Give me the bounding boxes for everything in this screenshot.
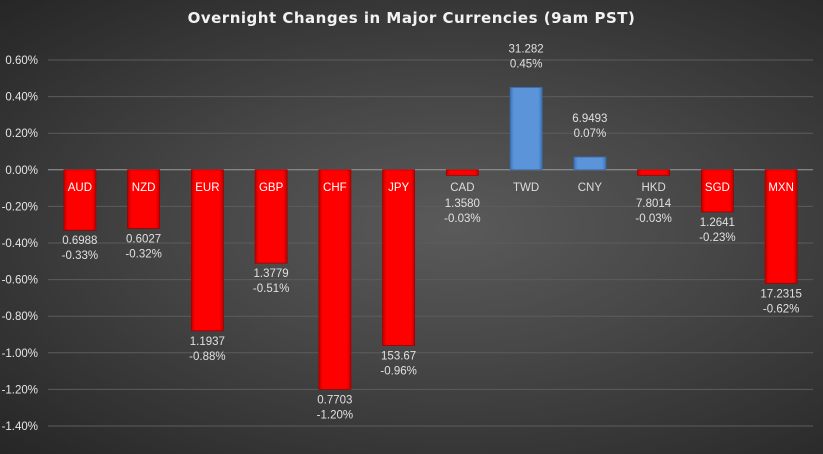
- value-label: 0.45%: [510, 58, 543, 70]
- category-label: CNY: [578, 182, 603, 194]
- category-label: EUR: [195, 182, 219, 194]
- category-label: CAD: [450, 182, 474, 194]
- chart-title: Overnight Changes in Major Currencies (9…: [187, 9, 636, 27]
- rate-label: 1.1937: [190, 336, 225, 348]
- bar-hkd: [637, 169, 671, 176]
- rate-label: 1.3580: [445, 198, 480, 210]
- bar-cny: [573, 156, 607, 171]
- category-label: SGD: [705, 182, 730, 194]
- rate-label: 17.2315: [760, 288, 802, 300]
- value-label: -0.62%: [763, 303, 799, 315]
- y-tick-label: 0.60%: [5, 55, 38, 67]
- bar-jpy: [382, 169, 416, 346]
- y-tick-label: -0.40%: [2, 238, 38, 250]
- category-label: AUD: [68, 182, 92, 194]
- bar-gbp: [254, 169, 288, 264]
- category-label: GBP: [259, 182, 284, 194]
- value-label: -0.88%: [189, 351, 225, 363]
- rate-label: 7.8014: [636, 198, 672, 210]
- value-label: -0.32%: [125, 248, 161, 260]
- y-tick-label: -1.00%: [2, 348, 38, 360]
- rate-label: 6.9493: [572, 113, 607, 125]
- bar-cad: [445, 169, 479, 176]
- category-label: CHF: [323, 182, 347, 194]
- bar-twd: [509, 87, 543, 171]
- bar-aud: [63, 169, 97, 231]
- value-label: 0.07%: [574, 128, 607, 140]
- bar-eur: [190, 169, 224, 332]
- y-tick-label: 0.20%: [5, 128, 38, 140]
- bar-sgd: [700, 169, 734, 213]
- rate-label: 0.6027: [126, 233, 161, 245]
- y-tick-label: -0.80%: [2, 311, 38, 323]
- bar-mxn: [764, 169, 798, 284]
- category-label: HKD: [641, 182, 665, 194]
- value-label: -0.33%: [62, 250, 98, 262]
- rate-label: 0.6988: [62, 235, 97, 247]
- value-label: -0.03%: [635, 213, 671, 225]
- y-tick-label: 0.40%: [5, 92, 38, 104]
- rate-label: 153.67: [381, 350, 416, 362]
- category-label: TWD: [513, 182, 539, 194]
- value-label: -1.20%: [317, 409, 353, 421]
- value-label: -0.96%: [380, 365, 416, 377]
- rate-label: 1.3779: [254, 268, 289, 280]
- y-tick-label: -0.60%: [2, 275, 38, 287]
- rate-label: 31.282: [509, 43, 544, 55]
- y-tick-label: -1.40%: [2, 421, 38, 433]
- category-label: MXN: [768, 182, 794, 194]
- value-label: -0.51%: [253, 283, 289, 295]
- value-label: -0.23%: [699, 232, 735, 244]
- category-label: JPY: [388, 182, 409, 194]
- value-label: -0.03%: [444, 213, 480, 225]
- category-label: NZD: [132, 182, 156, 194]
- bar-chf: [318, 169, 352, 390]
- rate-label: 0.7703: [317, 394, 352, 406]
- bar-nzd: [127, 169, 161, 229]
- y-tick-label: -0.20%: [2, 201, 38, 213]
- rate-label: 1.2641: [700, 217, 735, 229]
- y-tick-label: -1.20%: [2, 384, 38, 396]
- y-tick-label: 0.00%: [5, 165, 38, 177]
